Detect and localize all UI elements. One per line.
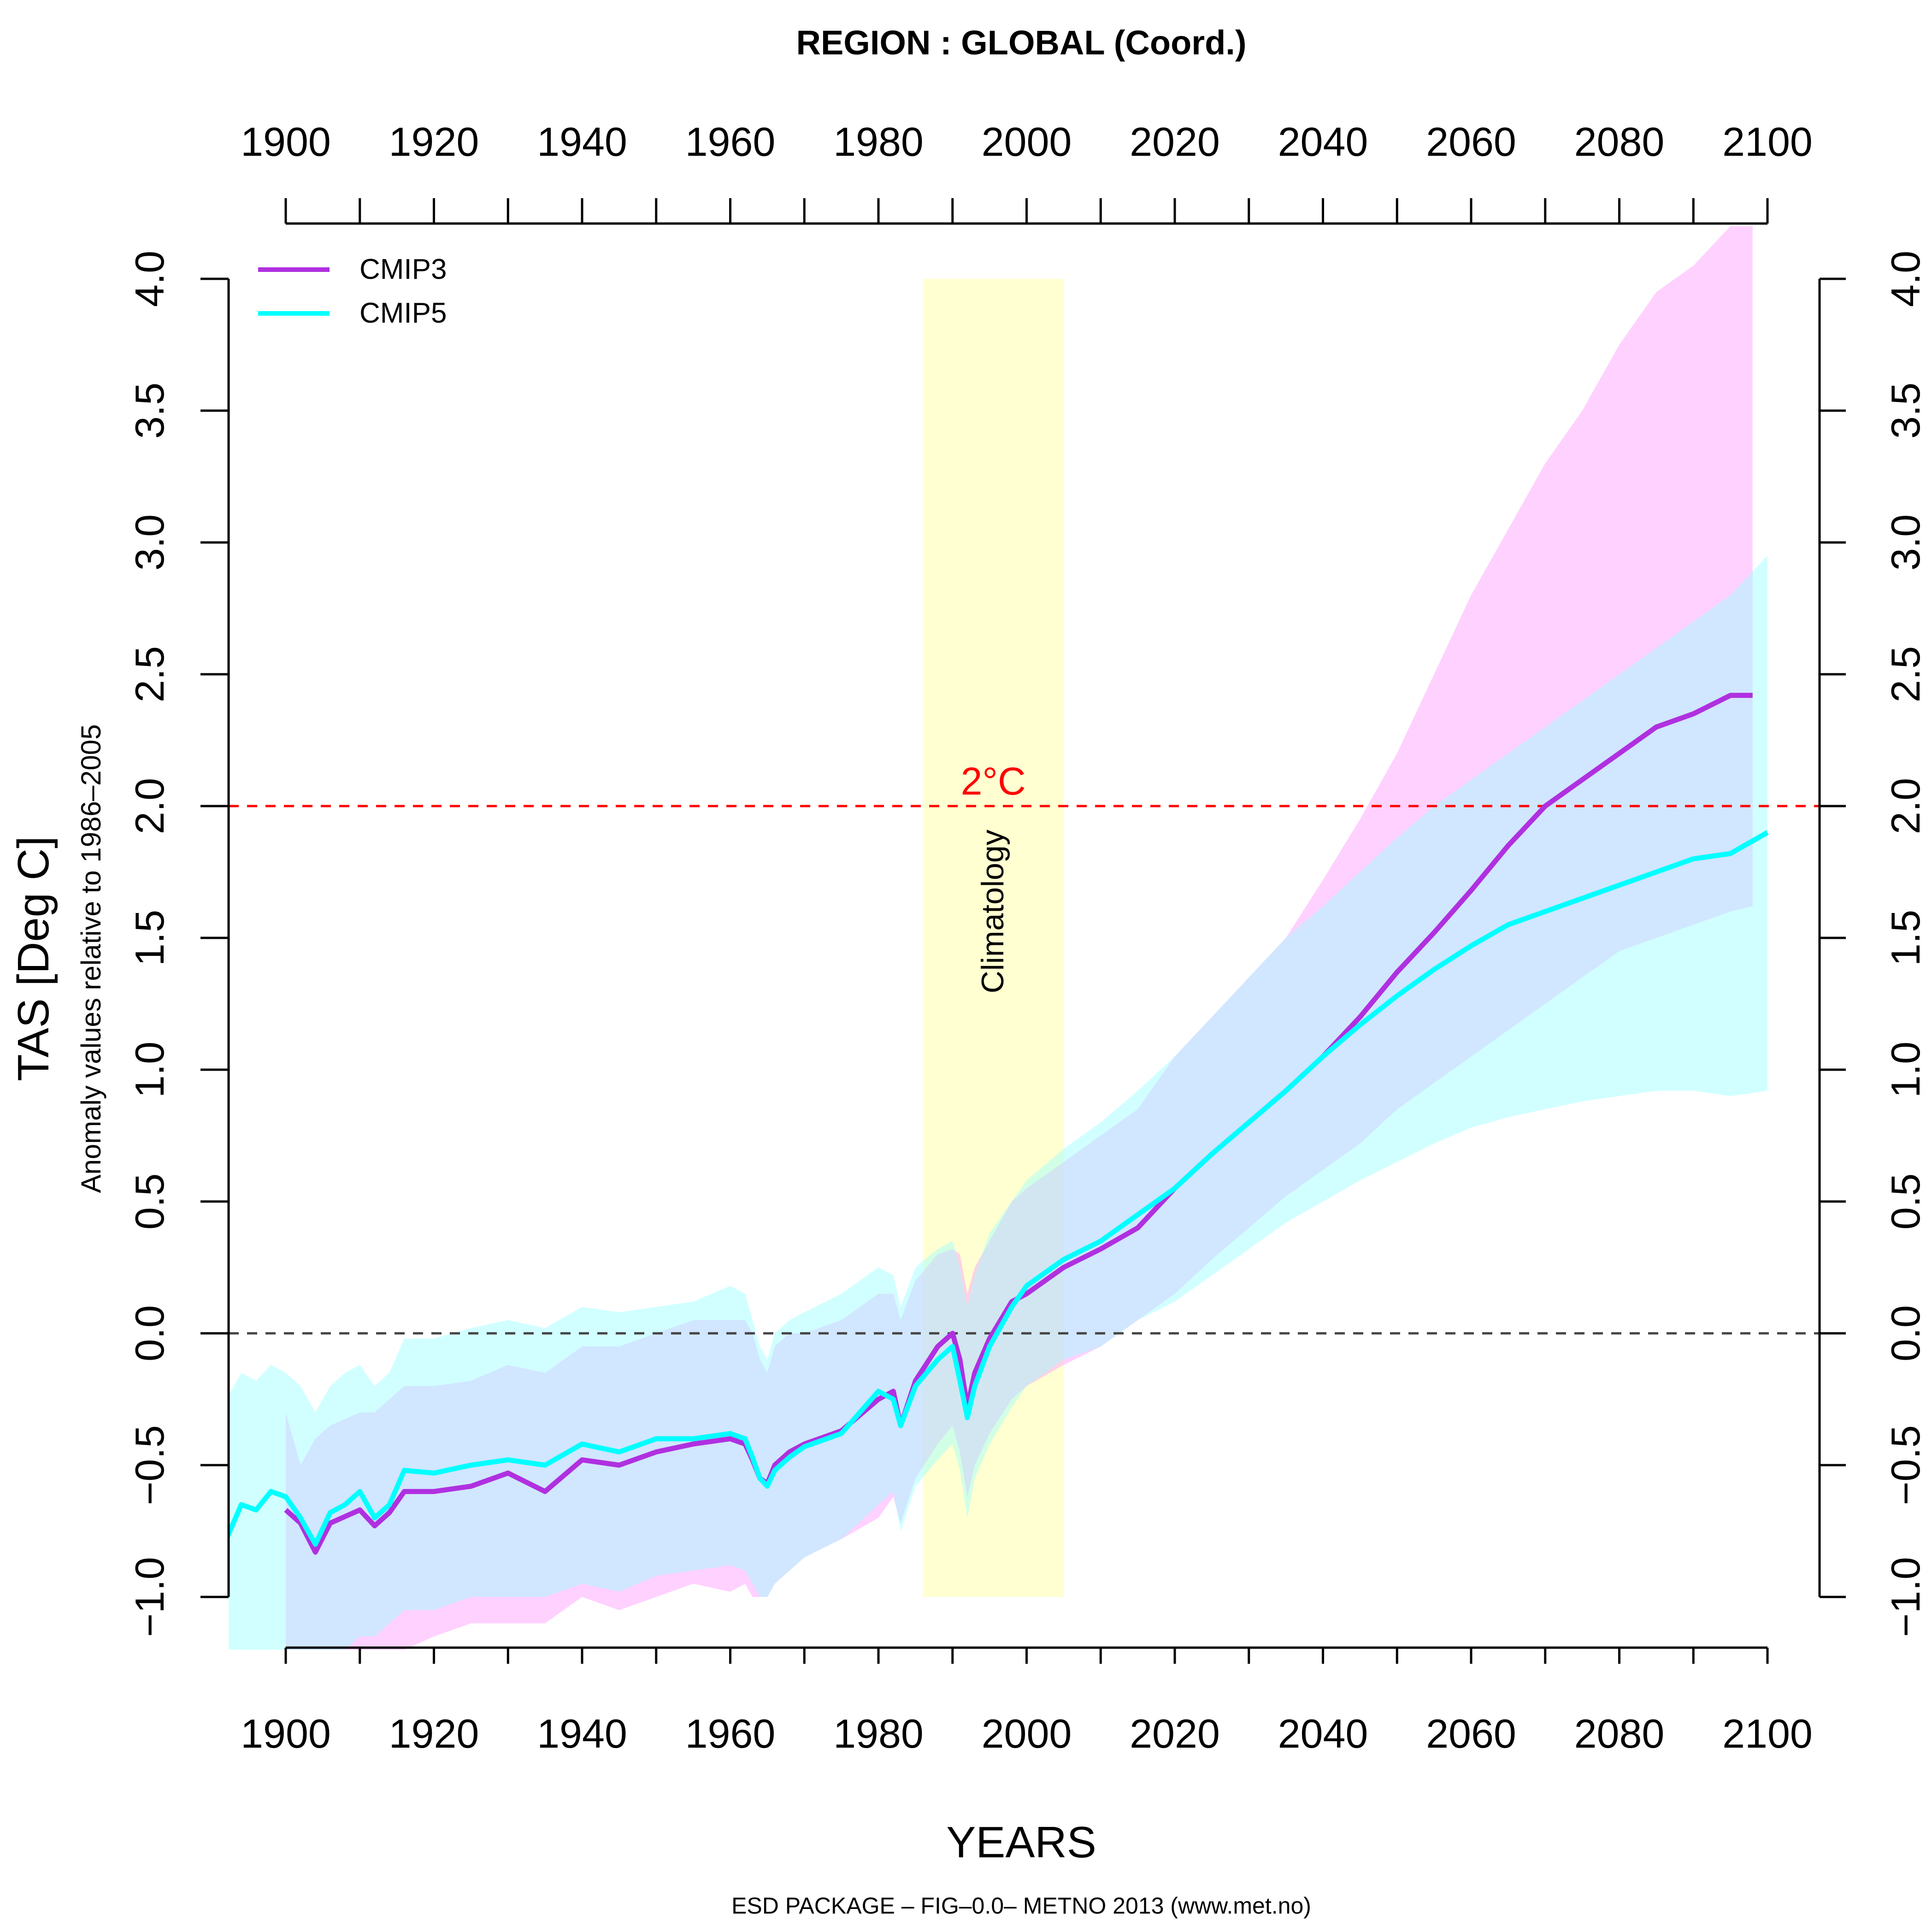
- band-cmip5: [229, 555, 1767, 1650]
- band-cmip3: [286, 226, 1753, 1650]
- x-tick-label-bottom: 2020: [1130, 1711, 1220, 1756]
- x-tick-label-top: 1940: [537, 119, 627, 165]
- y-tick-label-right: 2.0: [1883, 778, 1928, 834]
- x-tick-label-bottom: 1960: [685, 1711, 776, 1756]
- legend-label-cmip5: CMIP5: [359, 297, 447, 329]
- y-tick-label-left: 0.0: [127, 1305, 172, 1361]
- climatology-band: [923, 279, 1064, 1597]
- x-tick-label-bottom: 1980: [833, 1711, 924, 1756]
- series-line-cmip5: [229, 830, 1769, 1547]
- chart-title: REGION : GLOBAL (Coord.): [796, 24, 1247, 62]
- x-tick-label-top: 2060: [1426, 119, 1516, 165]
- y-tick-label-right: 1.5: [1883, 910, 1928, 966]
- y-tick-label-left: 3.0: [127, 514, 172, 571]
- y-tick-label-right: 2.5: [1883, 646, 1928, 702]
- y-tick-label-left: 2.0: [127, 778, 172, 834]
- y-tick-label-left: 1.5: [127, 910, 172, 966]
- x-tick-label-bottom: 2060: [1426, 1711, 1516, 1756]
- x-tick-label-top: 1920: [389, 119, 479, 165]
- y-tick-label-right: −0.5: [1883, 1425, 1928, 1505]
- climatology-label: Climatology: [975, 830, 1010, 993]
- axes: 1900 1900 1920 1920 1940 1940 1960 1960 1980 1980…: [127, 119, 1928, 1756]
- y-tick-label-right: 1.0: [1883, 1042, 1928, 1098]
- x-tick-label-bottom: 2080: [1574, 1711, 1665, 1756]
- x-tick-label-bottom: 1920: [389, 1711, 479, 1756]
- y-tick-label-right: 3.0: [1883, 514, 1928, 571]
- plot-area: [229, 226, 1844, 1650]
- x-tick-label-bottom: 1900: [241, 1711, 331, 1756]
- y-tick-label-right: −1.0: [1883, 1557, 1928, 1637]
- y-tick-label-left: −1.0: [127, 1557, 172, 1637]
- x-tick-label-top: 2100: [1722, 119, 1813, 165]
- x-tick-label-top: 1960: [685, 119, 776, 165]
- footer-credit: ESD PACKAGE – FIG–0.0– METNO 2013 (www.m…: [731, 1893, 1311, 1919]
- y-tick-label-left: 1.0: [127, 1042, 172, 1098]
- y-tick-label-left: −0.5: [127, 1425, 172, 1505]
- y-tick-label-left: 0.5: [127, 1173, 172, 1230]
- series-line-cmip3: [284, 693, 1753, 1555]
- x-tick-label-bottom: 2100: [1722, 1711, 1813, 1756]
- x-tick-label-top: 2000: [982, 119, 1072, 165]
- legend-label-cmip3: CMIP3: [359, 253, 447, 285]
- x-tick-label-bottom: 2040: [1278, 1711, 1368, 1756]
- y-tick-label-left: 2.5: [127, 646, 172, 702]
- reference-line-2c-label: 2°C: [961, 760, 1026, 803]
- y-tick-label-right: 4.0: [1883, 251, 1928, 307]
- x-tick-label-top: 2080: [1574, 119, 1665, 165]
- x-tick-label-bottom: 2000: [982, 1711, 1072, 1756]
- x-tick-label-top: 2020: [1130, 119, 1220, 165]
- y-tick-label-right: 0.5: [1883, 1173, 1928, 1230]
- x-tick-label-top: 2040: [1278, 119, 1368, 165]
- y-tick-label-right: 3.5: [1883, 383, 1928, 439]
- x-axis-label: YEARS: [946, 1818, 1096, 1867]
- y-axis-label: TAS [Deg C]: [9, 836, 58, 1081]
- x-tick-label-bottom: 1940: [537, 1711, 627, 1756]
- y-axis-sublabel: Anomaly values relative to 1986–2005: [76, 724, 106, 1193]
- y-tick-label-right: 0.0: [1883, 1305, 1928, 1361]
- x-tick-label-top: 1980: [833, 119, 924, 165]
- x-tick-label-top: 1900: [241, 119, 331, 165]
- y-tick-label-left: 3.5: [127, 383, 172, 439]
- legend: CMIP3 CMIP5: [258, 253, 447, 329]
- y-tick-label-left: 4.0: [127, 251, 172, 307]
